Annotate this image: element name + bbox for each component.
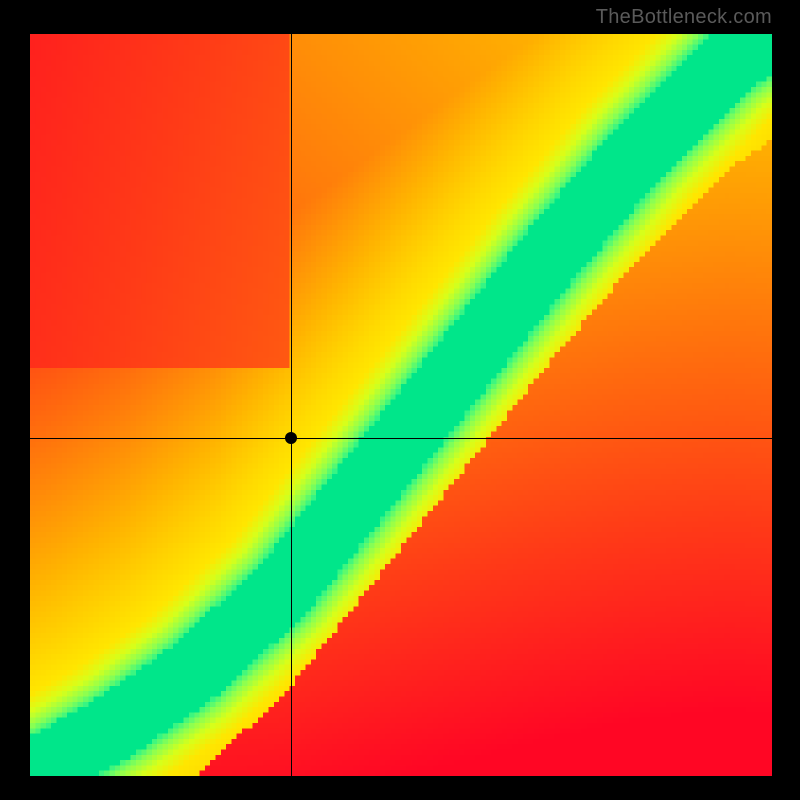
- watermark-text: TheBottleneck.com: [596, 6, 772, 29]
- heatmap-canvas: [30, 34, 772, 776]
- heatmap-plot-area: [30, 34, 772, 776]
